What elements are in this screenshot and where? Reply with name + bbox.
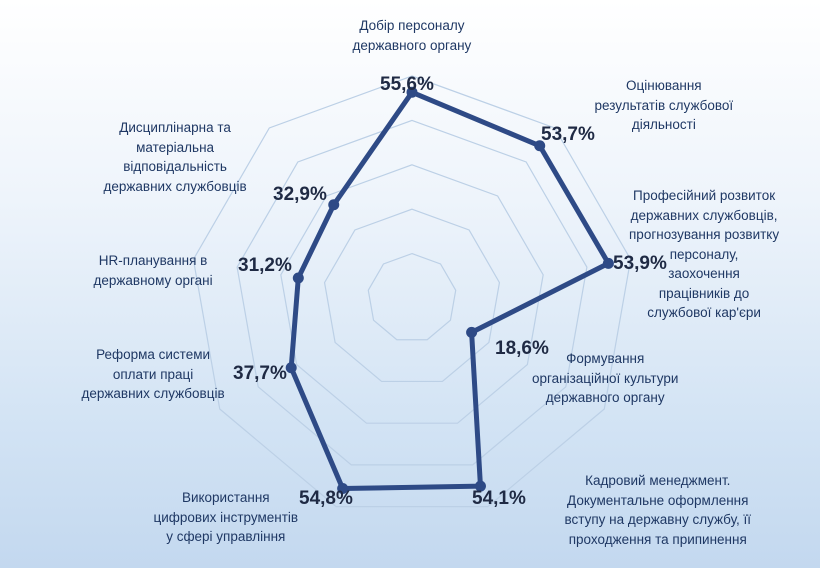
- grid-ring-5: [192, 75, 632, 508]
- value-label-4: 18,6%: [495, 338, 549, 359]
- data-point-9: [328, 199, 340, 211]
- category-label-4: Формування організаційної культури держа…: [532, 351, 679, 405]
- series-line: [288, 89, 611, 492]
- data-point-2: [534, 140, 546, 152]
- data-point-5: [474, 480, 486, 492]
- category-label-9: Дисциплінарна та матеріальна відповідаль…: [103, 120, 247, 194]
- category-label-1: Добір персоналу державного органу: [352, 18, 472, 53]
- value-label-6: 54,8%: [299, 488, 353, 509]
- data-point-7: [285, 362, 297, 374]
- value-label-1: 55,6%: [380, 74, 434, 95]
- grid-ring-2: [323, 208, 501, 383]
- grid-ring-4: [236, 119, 588, 466]
- grid-ring-3: [280, 164, 544, 424]
- data-point-1: [406, 86, 418, 98]
- data-point-3: [602, 257, 614, 269]
- category-label-3: Професійний розвиток державних службовці…: [629, 188, 780, 320]
- data-point-8: [292, 272, 304, 284]
- data-point-4: [466, 326, 478, 338]
- grid-ring-1: [367, 252, 457, 341]
- category-label-7: Реформа системи оплати праці державних с…: [81, 347, 225, 401]
- category-label-2: Оцінювання результатів службової діяльно…: [594, 78, 734, 132]
- value-label-2: 53,7%: [541, 124, 595, 145]
- value-label-7: 37,7%: [233, 363, 287, 384]
- category-label-5: Кадровий менеджмент. Документальне оформ…: [564, 473, 752, 547]
- value-label-3: 53,9%: [613, 253, 667, 274]
- value-label-8: 31,2%: [238, 255, 292, 276]
- category-label-8: HR-планування в державному органі: [93, 253, 213, 288]
- radar-series: [285, 86, 614, 495]
- value-label-9: 32,9%: [273, 184, 327, 205]
- value-label-5: 54,1%: [472, 488, 526, 509]
- data-point-6: [337, 483, 349, 495]
- category-label-6: Використання цифрових інструментів у сфе…: [153, 490, 299, 544]
- radar-grid: [192, 75, 632, 508]
